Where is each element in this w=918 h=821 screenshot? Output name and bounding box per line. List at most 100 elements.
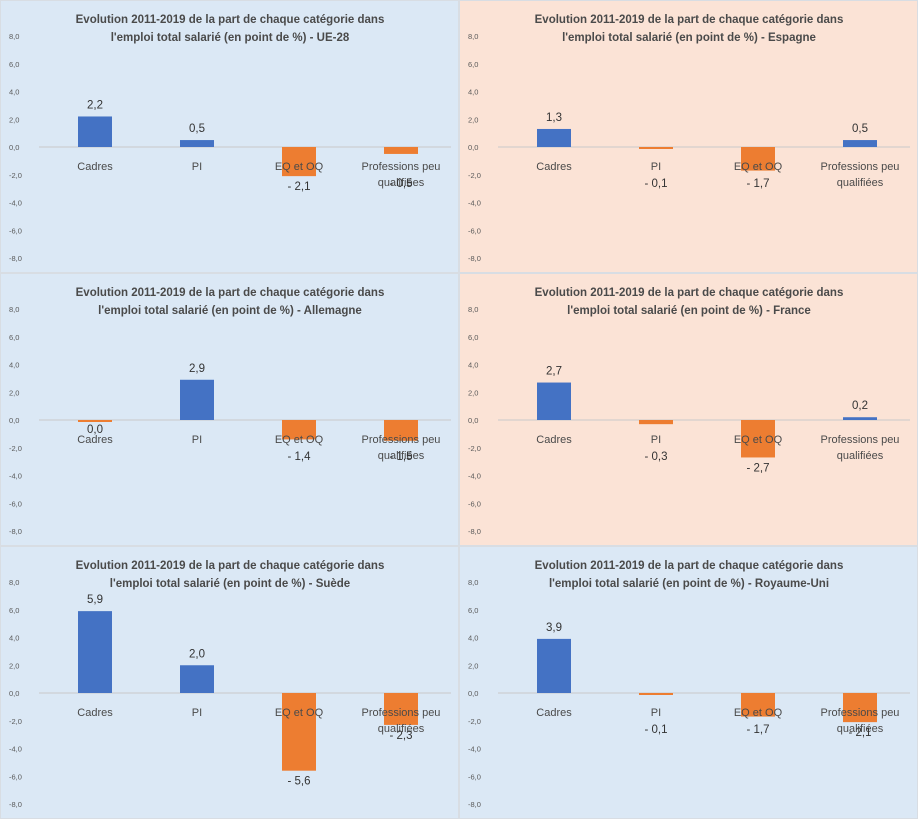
y-tick-label: 8,0	[468, 305, 478, 314]
category-label: Professions peu	[821, 707, 900, 719]
chart-svg: Evolution 2011-2019 de la part de chaque…	[468, 560, 910, 809]
chart-panel-allemagne: Evolution 2011-2019 de la part de chaque…	[0, 273, 459, 546]
value-label: - 5,6	[287, 776, 310, 788]
bar	[384, 693, 418, 725]
y-tick-label: 4,0	[468, 88, 478, 97]
y-tick-label: -8,0	[9, 254, 22, 263]
category-label: Professions peu	[362, 161, 441, 173]
category-label: EQ et OQ	[734, 161, 783, 173]
category-label: EQ et OQ	[275, 707, 324, 719]
bar	[180, 665, 214, 693]
chart-title-line: l'emploi total salarié (en point de %) -…	[98, 305, 362, 317]
category-label: PI	[192, 707, 202, 719]
category-label: Cadres	[536, 434, 572, 446]
chart-title-line: Evolution 2011-2019 de la part de chaque…	[535, 560, 844, 572]
category-label: PI	[651, 434, 661, 446]
value-label: 2,0	[189, 648, 205, 660]
y-tick-label: 8,0	[9, 305, 19, 314]
chart-title-line: Evolution 2011-2019 de la part de chaque…	[76, 14, 385, 26]
chart-title-line: l'emploi total salarié (en point de %) -…	[567, 305, 811, 317]
y-tick-label: 6,0	[9, 333, 19, 342]
value-label: - 0,1	[644, 724, 667, 736]
y-tick-label: 8,0	[9, 32, 19, 41]
y-tick-label: 6,0	[468, 606, 478, 615]
y-tick-label: -8,0	[9, 527, 22, 536]
y-tick-label: -4,0	[468, 745, 481, 754]
chart-svg: Evolution 2011-2019 de la part de chaque…	[9, 14, 451, 263]
bar	[282, 147, 316, 177]
y-tick-label: 0,0	[9, 416, 19, 425]
value-label: 2,2	[87, 99, 103, 111]
bar	[384, 147, 418, 154]
y-tick-label: -2,0	[468, 444, 481, 453]
value-label: 2,7	[546, 366, 562, 378]
y-tick-label: -4,0	[9, 472, 22, 481]
category-label: PI	[651, 707, 661, 719]
category-label: Cadres	[536, 161, 572, 173]
y-tick-label: -2,0	[468, 717, 481, 726]
y-tick-label: 6,0	[9, 606, 19, 615]
chart-title-line: Evolution 2011-2019 de la part de chaque…	[76, 287, 385, 299]
chart-panel-france: Evolution 2011-2019 de la part de chaque…	[459, 273, 918, 546]
y-tick-label: -6,0	[468, 226, 481, 235]
y-tick-label: 6,0	[468, 333, 478, 342]
y-tick-label: 4,0	[468, 361, 478, 370]
y-tick-label: -2,0	[9, 171, 22, 180]
y-tick-label: -8,0	[468, 254, 481, 263]
chart-svg: Evolution 2011-2019 de la part de chaque…	[9, 287, 451, 536]
y-tick-label: 0,0	[9, 689, 19, 698]
value-label: - 0,3	[644, 451, 667, 463]
bar	[78, 420, 112, 422]
y-tick-label: 4,0	[9, 88, 19, 97]
bar	[78, 116, 112, 147]
y-tick-label: -8,0	[468, 527, 481, 536]
category-label: qualifiées	[378, 450, 425, 462]
y-tick-label: 8,0	[468, 32, 478, 41]
y-tick-label: -4,0	[468, 472, 481, 481]
y-tick-label: 0,0	[9, 143, 19, 152]
value-label: - 1,5	[389, 451, 412, 463]
y-tick-label: 2,0	[9, 115, 19, 124]
category-label: Cadres	[77, 434, 113, 446]
y-tick-label: 0,0	[468, 689, 478, 698]
chart-title-line: Evolution 2011-2019 de la part de chaque…	[76, 560, 385, 572]
y-tick-label: 0,0	[468, 416, 478, 425]
chart-svg: Evolution 2011-2019 de la part de chaque…	[468, 14, 910, 263]
value-label: - 1,7	[746, 724, 769, 736]
category-label: qualifiées	[837, 723, 884, 735]
y-tick-label: -4,0	[468, 199, 481, 208]
y-tick-label: -8,0	[468, 800, 481, 809]
value-label: 5,9	[87, 594, 103, 606]
y-tick-label: 2,0	[468, 388, 478, 397]
y-tick-label: 4,0	[9, 634, 19, 643]
bar	[384, 420, 418, 441]
value-label: - 2,7	[746, 462, 769, 474]
y-tick-label: -6,0	[468, 772, 481, 781]
chart-svg: Evolution 2011-2019 de la part de chaque…	[9, 560, 451, 809]
category-label: Cadres	[536, 707, 572, 719]
y-tick-label: 8,0	[9, 578, 19, 587]
y-tick-label: 6,0	[468, 60, 478, 69]
category-label: Cadres	[77, 707, 113, 719]
category-label: qualifiées	[378, 723, 425, 735]
chart-panel-suede: Evolution 2011-2019 de la part de chaque…	[0, 546, 459, 819]
value-label: - 0,5	[389, 178, 412, 190]
value-label: 0,5	[189, 123, 205, 135]
chart-panel-royaume-uni: Evolution 2011-2019 de la part de chaque…	[459, 546, 918, 819]
value-label: 1,3	[546, 112, 562, 124]
bar	[78, 611, 112, 693]
bar	[537, 382, 571, 420]
bar	[843, 140, 877, 147]
bar	[639, 147, 673, 149]
category-label: PI	[192, 161, 202, 173]
value-label: 0,2	[852, 400, 868, 412]
bar	[180, 140, 214, 147]
bar	[741, 147, 775, 171]
value-label: 0,5	[852, 123, 868, 135]
bar	[282, 420, 316, 440]
chart-title-line: l'emploi total salarié (en point de %) -…	[110, 578, 350, 590]
category-label: qualifiées	[837, 450, 884, 462]
y-tick-label: -2,0	[9, 717, 22, 726]
chart-title-line: l'emploi total salarié (en point de %) -…	[562, 32, 816, 44]
value-label: - 1,4	[287, 451, 311, 463]
